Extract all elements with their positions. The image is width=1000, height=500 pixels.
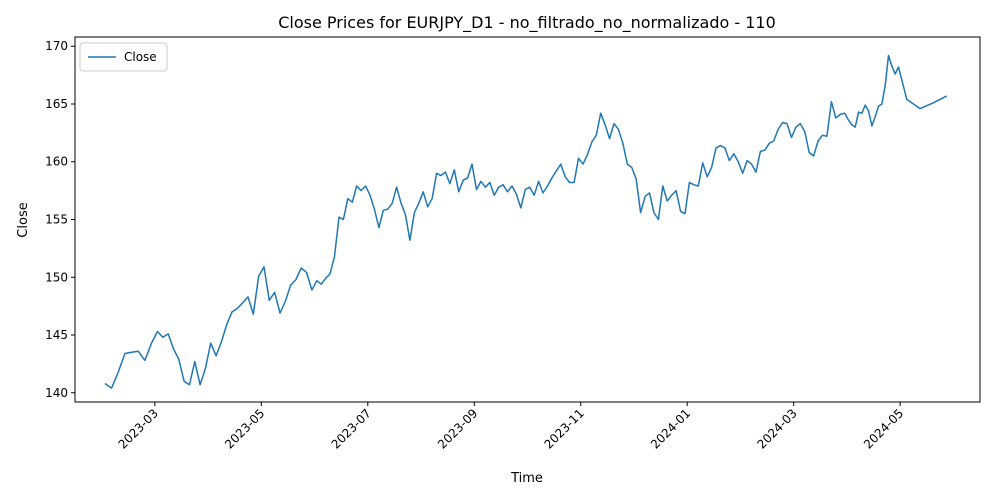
x-tick-label: 2023-07 (329, 406, 374, 451)
chart-title: Close Prices for EURJPY_D1 - no_filtrado… (278, 13, 776, 33)
y-tick-label: 170 (45, 39, 68, 53)
y-tick-label: 150 (45, 270, 68, 284)
y-tick-label: 140 (45, 386, 68, 400)
y-tick-label: 155 (45, 213, 68, 227)
x-axis-label: Time (510, 471, 543, 486)
plot-frame (74, 36, 981, 403)
legend-label: Close (124, 50, 157, 64)
x-tick-label: 2023-03 (116, 406, 161, 451)
y-axis-label: Close (16, 202, 31, 237)
x-tick-label: 2023-09 (435, 406, 480, 451)
x-tick-label: 2024-01 (648, 406, 693, 451)
y-tick-label: 165 (45, 97, 68, 111)
y-tick-label: 145 (45, 328, 68, 342)
x-tick-label: 2023-11 (542, 406, 587, 451)
x-tick-label: 2024-05 (861, 406, 906, 451)
y-tick-label: 160 (45, 155, 68, 169)
x-tick-label: 2024-03 (754, 406, 799, 451)
x-tick-label: 2023-05 (222, 406, 267, 451)
legend-box (79, 42, 168, 72)
data-line (104, 54, 948, 389)
